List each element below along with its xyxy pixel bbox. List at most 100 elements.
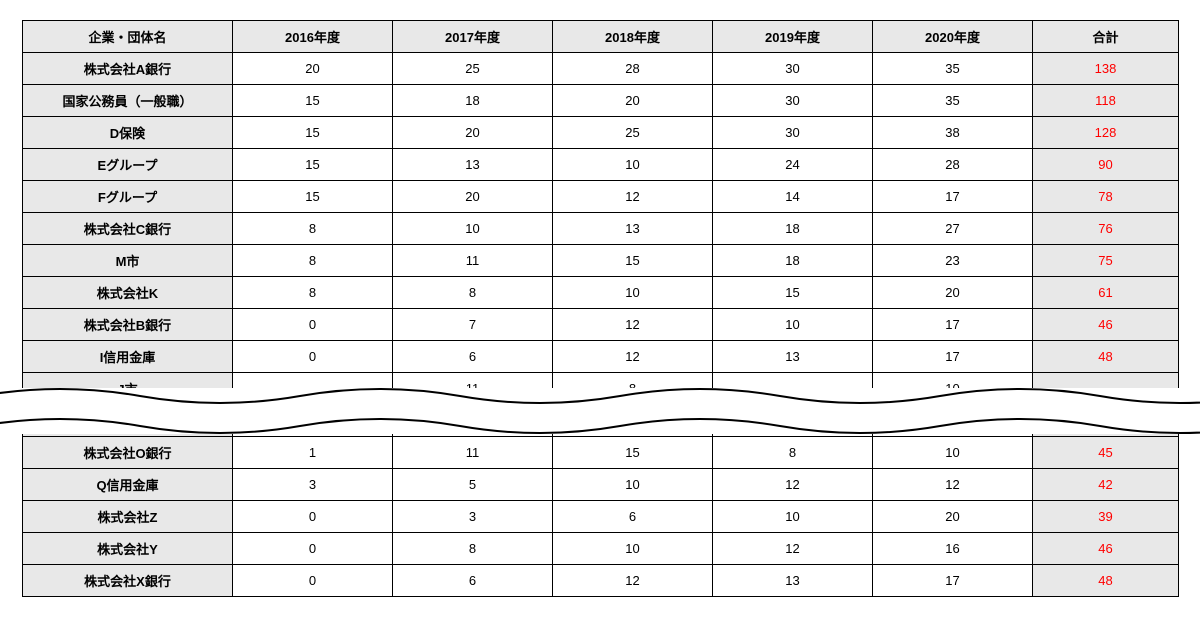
year-cell: 28 — [553, 53, 713, 85]
year-cell: 15 — [553, 245, 713, 277]
tear-wave-bottom — [0, 416, 1200, 436]
year-cell: 0 — [233, 341, 393, 373]
year-cell: 20 — [553, 85, 713, 117]
year-cell: 18 — [713, 213, 873, 245]
company-name-cell: Eグループ — [23, 149, 233, 181]
year-cell: 10 — [553, 469, 713, 501]
year-cell: 18 — [393, 85, 553, 117]
year-cell: 12 — [553, 181, 713, 213]
year-cell: 8 — [233, 277, 393, 309]
company-name-cell: 株式会社B銀行 — [23, 309, 233, 341]
data-table: 企業・団体名 2016年度 2017年度 2018年度 2019年度 2020年… — [22, 20, 1179, 597]
table-row: 株式会社K8810152061 — [23, 277, 1179, 309]
col-2016: 2016年度 — [233, 21, 393, 53]
table-row: M市81115182375 — [23, 245, 1179, 277]
table-row: 株式会社O銀行1111581045 — [23, 437, 1179, 469]
year-cell: 8 — [393, 533, 553, 565]
year-cell: 13 — [393, 149, 553, 181]
year-cell: 35 — [873, 53, 1033, 85]
year-cell: 3 — [233, 469, 393, 501]
year-cell: 10 — [553, 277, 713, 309]
year-cell: 25 — [393, 53, 553, 85]
year-cell: 10 — [873, 437, 1033, 469]
col-2017: 2017年度 — [393, 21, 553, 53]
year-cell: 0 — [233, 501, 393, 533]
company-name-cell: I信用金庫 — [23, 341, 233, 373]
year-cell: 30 — [713, 117, 873, 149]
table-row: I信用金庫0612131748 — [23, 341, 1179, 373]
col-2020: 2020年度 — [873, 21, 1033, 53]
company-name-cell: 株式会社Y — [23, 533, 233, 565]
company-name-cell: 株式会社A銀行 — [23, 53, 233, 85]
year-cell: 7 — [393, 309, 553, 341]
table-row: Eグループ151310242890 — [23, 149, 1179, 181]
year-cell: 12 — [713, 533, 873, 565]
year-cell: 10 — [713, 309, 873, 341]
year-cell: 6 — [393, 565, 553, 597]
year-cell: 30 — [713, 53, 873, 85]
table-row: 株式会社X銀行0612131748 — [23, 565, 1179, 597]
table-row: 国家公務員（一般職）1518203035118 — [23, 85, 1179, 117]
total-cell: 42 — [1033, 469, 1179, 501]
year-cell: 6 — [553, 501, 713, 533]
table-row: 株式会社C銀行81013182776 — [23, 213, 1179, 245]
year-cell: 27 — [873, 213, 1033, 245]
year-cell: 5 — [393, 469, 553, 501]
header-row: 企業・団体名 2016年度 2017年度 2018年度 2019年度 2020年… — [23, 21, 1179, 53]
year-cell: 17 — [873, 341, 1033, 373]
company-name-cell: Q信用金庫 — [23, 469, 233, 501]
year-cell: 16 — [873, 533, 1033, 565]
omission-tear — [0, 388, 1200, 434]
company-name-cell: M市 — [23, 245, 233, 277]
year-cell: 11 — [393, 437, 553, 469]
col-total: 合計 — [1033, 21, 1179, 53]
company-name-cell: 株式会社K — [23, 277, 233, 309]
year-cell: 17 — [873, 309, 1033, 341]
year-cell: 13 — [713, 565, 873, 597]
tear-wave-top — [0, 386, 1200, 406]
total-cell: 46 — [1033, 533, 1179, 565]
company-name-cell: 株式会社O銀行 — [23, 437, 233, 469]
year-cell: 1 — [233, 437, 393, 469]
year-cell: 10 — [553, 149, 713, 181]
company-name-cell: Fグループ — [23, 181, 233, 213]
table-row: Q信用金庫3510121242 — [23, 469, 1179, 501]
table-row: 株式会社Z036102039 — [23, 501, 1179, 533]
year-cell: 0 — [233, 533, 393, 565]
year-cell: 18 — [713, 245, 873, 277]
year-cell: 30 — [713, 85, 873, 117]
table-row: 株式会社B銀行0712101746 — [23, 309, 1179, 341]
year-cell: 8 — [393, 277, 553, 309]
year-cell: 6 — [393, 341, 553, 373]
year-cell: 38 — [873, 117, 1033, 149]
total-cell: 78 — [1033, 181, 1179, 213]
year-cell: 8 — [233, 245, 393, 277]
year-cell: 0 — [233, 565, 393, 597]
year-cell: 24 — [713, 149, 873, 181]
total-cell: 61 — [1033, 277, 1179, 309]
year-cell: 12 — [553, 565, 713, 597]
year-cell: 13 — [553, 213, 713, 245]
year-cell: 17 — [873, 181, 1033, 213]
year-cell: 13 — [713, 341, 873, 373]
year-cell: 12 — [873, 469, 1033, 501]
year-cell: 20 — [393, 181, 553, 213]
total-cell: 46 — [1033, 309, 1179, 341]
year-cell: 15 — [233, 117, 393, 149]
total-cell: 138 — [1033, 53, 1179, 85]
year-cell: 10 — [553, 533, 713, 565]
total-cell: 76 — [1033, 213, 1179, 245]
col-2018: 2018年度 — [553, 21, 713, 53]
company-name-cell: 国家公務員（一般職） — [23, 85, 233, 117]
total-cell: 128 — [1033, 117, 1179, 149]
col-2019: 2019年度 — [713, 21, 873, 53]
table-row: 株式会社Y0810121646 — [23, 533, 1179, 565]
year-cell: 20 — [233, 53, 393, 85]
company-name-cell: 株式会社Z — [23, 501, 233, 533]
year-cell: 15 — [233, 149, 393, 181]
year-cell: 8 — [233, 213, 393, 245]
year-cell: 12 — [713, 469, 873, 501]
year-cell: 14 — [713, 181, 873, 213]
total-cell: 48 — [1033, 341, 1179, 373]
table-row: 株式会社A銀行2025283035138 — [23, 53, 1179, 85]
